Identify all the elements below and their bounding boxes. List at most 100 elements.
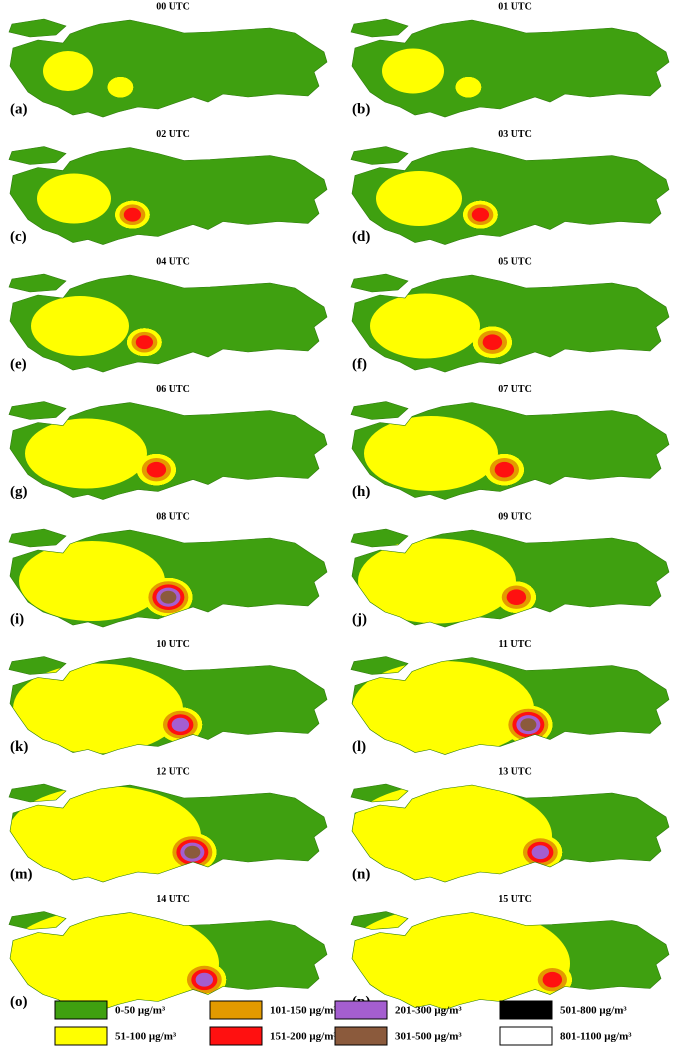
map	[8, 911, 328, 1010]
panel-title: 02 UTC	[156, 129, 190, 140]
panel-label: (l)	[352, 739, 366, 755]
map-contours	[9, 786, 217, 882]
map	[8, 656, 328, 755]
panel-label: (g)	[10, 484, 28, 500]
legend-swatch	[334, 1000, 388, 1020]
panel-title: 07 UTC	[498, 384, 532, 395]
region	[351, 784, 552, 882]
panel-title: 03 UTC	[498, 129, 532, 140]
region	[376, 171, 462, 226]
region	[43, 51, 93, 91]
map	[8, 528, 328, 628]
map-contours	[13, 663, 203, 754]
legend-label: 151-200 μg/m³	[270, 1031, 337, 1043]
region	[471, 207, 490, 222]
panel-label: (k)	[10, 739, 28, 755]
panel-title: 01 UTC	[498, 1, 532, 12]
region	[9, 786, 201, 882]
legend-label: 801-1100 μg/m³	[560, 1031, 632, 1043]
panel-label: (d)	[352, 229, 370, 245]
panel-label: (a)	[10, 101, 28, 117]
panel-label: (b)	[352, 101, 370, 117]
panel-label: (c)	[10, 229, 27, 245]
map-contours	[37, 173, 150, 229]
legend-swatch	[499, 1026, 553, 1046]
map-contours	[19, 541, 193, 621]
panel-title: 15 UTC	[498, 894, 532, 905]
map	[350, 528, 670, 628]
region	[9, 911, 219, 1010]
legend-label: 51-100 μg/m³	[115, 1031, 177, 1043]
region	[31, 296, 129, 356]
map-contours	[43, 51, 134, 98]
map-contours	[376, 171, 498, 229]
region	[146, 461, 167, 478]
legend-swatch	[499, 1000, 553, 1020]
panel-label: (m)	[10, 866, 33, 882]
map-contours	[382, 48, 482, 98]
legend-swatch	[209, 1026, 263, 1046]
region	[171, 717, 190, 732]
legend-swatch	[54, 1026, 108, 1046]
legend-swatch	[334, 1026, 388, 1046]
region	[195, 972, 214, 987]
region	[542, 971, 563, 988]
region	[531, 845, 550, 860]
map-contours	[351, 784, 563, 882]
legend-label: 301-500 μg/m³	[395, 1031, 462, 1043]
region	[13, 663, 183, 754]
map	[350, 911, 670, 1010]
map	[350, 783, 670, 883]
legend-label: 201-300 μg/m³	[395, 1005, 462, 1017]
panel-label: (o)	[10, 994, 28, 1010]
panel-label: (j)	[352, 611, 367, 627]
map	[350, 146, 670, 245]
map-contours	[358, 538, 536, 624]
map	[8, 146, 328, 245]
map-contours	[352, 661, 553, 755]
legend-swatch	[209, 1000, 263, 1020]
panel-title: 06 UTC	[156, 384, 190, 395]
legend-label: 101-150 μg/m³	[270, 1005, 337, 1017]
region	[135, 335, 154, 350]
map	[8, 401, 328, 500]
map	[8, 783, 328, 883]
panel-title: 13 UTC	[498, 766, 532, 777]
legend-swatch	[54, 1000, 108, 1020]
panel-title: 12 UTC	[156, 766, 190, 777]
panel-title: 10 UTC	[156, 639, 190, 650]
panel-title: 11 UTC	[498, 639, 531, 650]
map-contours	[31, 296, 162, 356]
region	[25, 418, 147, 489]
legend-label: 0-50 μg/m³	[115, 1005, 166, 1017]
map	[350, 18, 670, 118]
region	[37, 173, 111, 224]
region	[482, 334, 503, 350]
map	[350, 401, 670, 500]
region	[107, 77, 134, 98]
region	[455, 77, 482, 98]
panel-title: 05 UTC	[498, 256, 532, 267]
panel-title: 04 UTC	[156, 256, 190, 267]
region	[160, 590, 177, 604]
region	[352, 661, 534, 755]
region	[382, 48, 444, 94]
panel-title: 00 UTC	[156, 1, 190, 12]
region	[370, 293, 480, 359]
panel-label: (h)	[352, 484, 370, 500]
region	[358, 538, 516, 624]
region	[184, 845, 201, 859]
panel-label: (n)	[352, 866, 370, 882]
region	[494, 461, 515, 478]
panel-title: 08 UTC	[156, 511, 190, 522]
region	[364, 416, 498, 491]
panel-title: 14 UTC	[156, 894, 190, 905]
map	[350, 273, 670, 373]
panel-label: (f)	[352, 356, 367, 372]
panel-label: (i)	[10, 611, 24, 627]
panel-title: 09 UTC	[498, 511, 532, 522]
map-contours	[9, 911, 227, 1010]
map-contours	[370, 293, 512, 359]
map	[8, 273, 328, 373]
region	[520, 718, 537, 732]
